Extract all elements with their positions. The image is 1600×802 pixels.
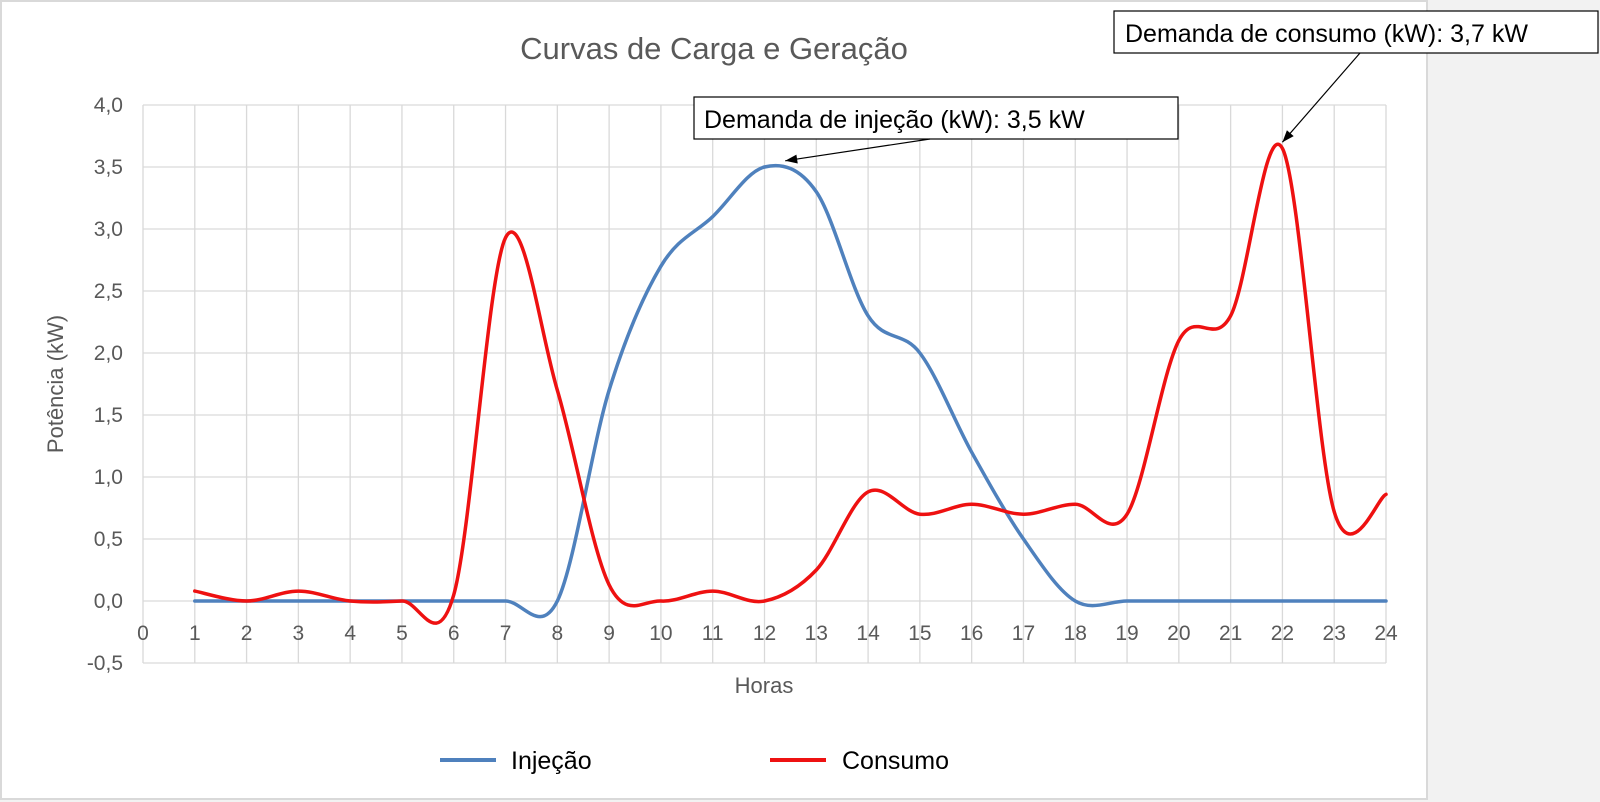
y-tick-label: 2,0 <box>94 342 123 365</box>
callout-injecao-arrow <box>785 138 931 162</box>
x-tick-label: 19 <box>1115 622 1138 645</box>
y-tick-label: 0,0 <box>94 590 123 613</box>
y-tick-label: 2,5 <box>94 280 123 303</box>
x-tick-labels: 0 1 2 3 4 5 6 7 8 9 10 11 12 13 14 15 16 17 18 19 20 21 22 23 24 <box>137 622 1398 645</box>
x-tick-label: 13 <box>805 622 828 645</box>
x-tick-label: 16 <box>960 622 983 645</box>
x-tick-label: 12 <box>753 622 776 645</box>
callout-consumo-arrow <box>1281 52 1361 143</box>
x-tick-label: 24 <box>1374 622 1398 645</box>
callout-injecao: Demanda de injeção (kW): 3,5 kW <box>693 96 1179 164</box>
x-tick-label: 20 <box>1167 622 1190 645</box>
x-tick-label: 14 <box>856 622 880 645</box>
y-tick-label: 1,0 <box>94 466 123 489</box>
legend-label-consumo: Consumo <box>842 747 949 775</box>
x-tick-label: 11 <box>702 622 724 645</box>
series-line-injecao <box>193 163 1388 619</box>
callout-injecao-text: Demanda de injeção (kW): 3,5 kW <box>704 106 1085 134</box>
x-tick-label: 10 <box>649 622 672 645</box>
chart-title: Curvas de Carga e Geração <box>520 31 908 66</box>
x-tick-label: 6 <box>448 622 460 645</box>
x-tick-label: 0 <box>137 622 149 645</box>
callout-consumo-arrowhead <box>1282 130 1294 143</box>
x-tick-label: 17 <box>1012 622 1035 645</box>
y-axis-label: Potência (kW) <box>43 315 68 453</box>
callout-injecao-arrowhead <box>785 154 798 164</box>
callout-consumo-text: Demanda de consumo (kW): 3,7 kW <box>1125 20 1528 48</box>
x-tick-label: 5 <box>396 622 408 645</box>
series-line-consumo <box>193 142 1388 625</box>
series-lines <box>193 142 1388 625</box>
x-tick-label: 4 <box>344 622 356 645</box>
y-tick-label: 0,5 <box>94 528 123 551</box>
x-tick-label: 7 <box>500 622 512 645</box>
x-axis-label: Horas <box>735 673 794 698</box>
x-tick-label: 22 <box>1271 622 1294 645</box>
y-tick-labels: -0,5 0,0 0,5 1,0 1,5 2,0 2,5 3,0 3,5 4,0 <box>87 94 123 675</box>
y-tick-label: 3,5 <box>94 156 123 179</box>
x-tick-label: 3 <box>293 622 305 645</box>
legend-label-injecao: Injeção <box>511 747 592 775</box>
callout-consumo-box <box>1113 10 1599 54</box>
x-tick-label: 15 <box>908 622 931 645</box>
gridlines <box>142 104 1387 664</box>
x-tick-label: 8 <box>551 622 563 645</box>
y-tick-label: 1,5 <box>94 404 123 427</box>
legend: Injeção Consumo <box>440 747 949 775</box>
x-tick-label: 23 <box>1323 622 1346 645</box>
x-tick-label: 9 <box>603 622 615 645</box>
x-tick-label: 1 <box>189 622 201 645</box>
x-tick-label: 21 <box>1219 622 1242 645</box>
y-tick-label: 3,0 <box>94 218 123 241</box>
x-tick-label: 18 <box>1064 622 1087 645</box>
y-tick-label: -0,5 <box>87 652 123 675</box>
x-tick-label: 2 <box>241 622 253 645</box>
y-tick-label: 4,0 <box>94 94 123 117</box>
callout-injecao-box <box>693 96 1179 140</box>
callout-consumo: Demanda de consumo (kW): 3,7 kW <box>1113 10 1599 143</box>
